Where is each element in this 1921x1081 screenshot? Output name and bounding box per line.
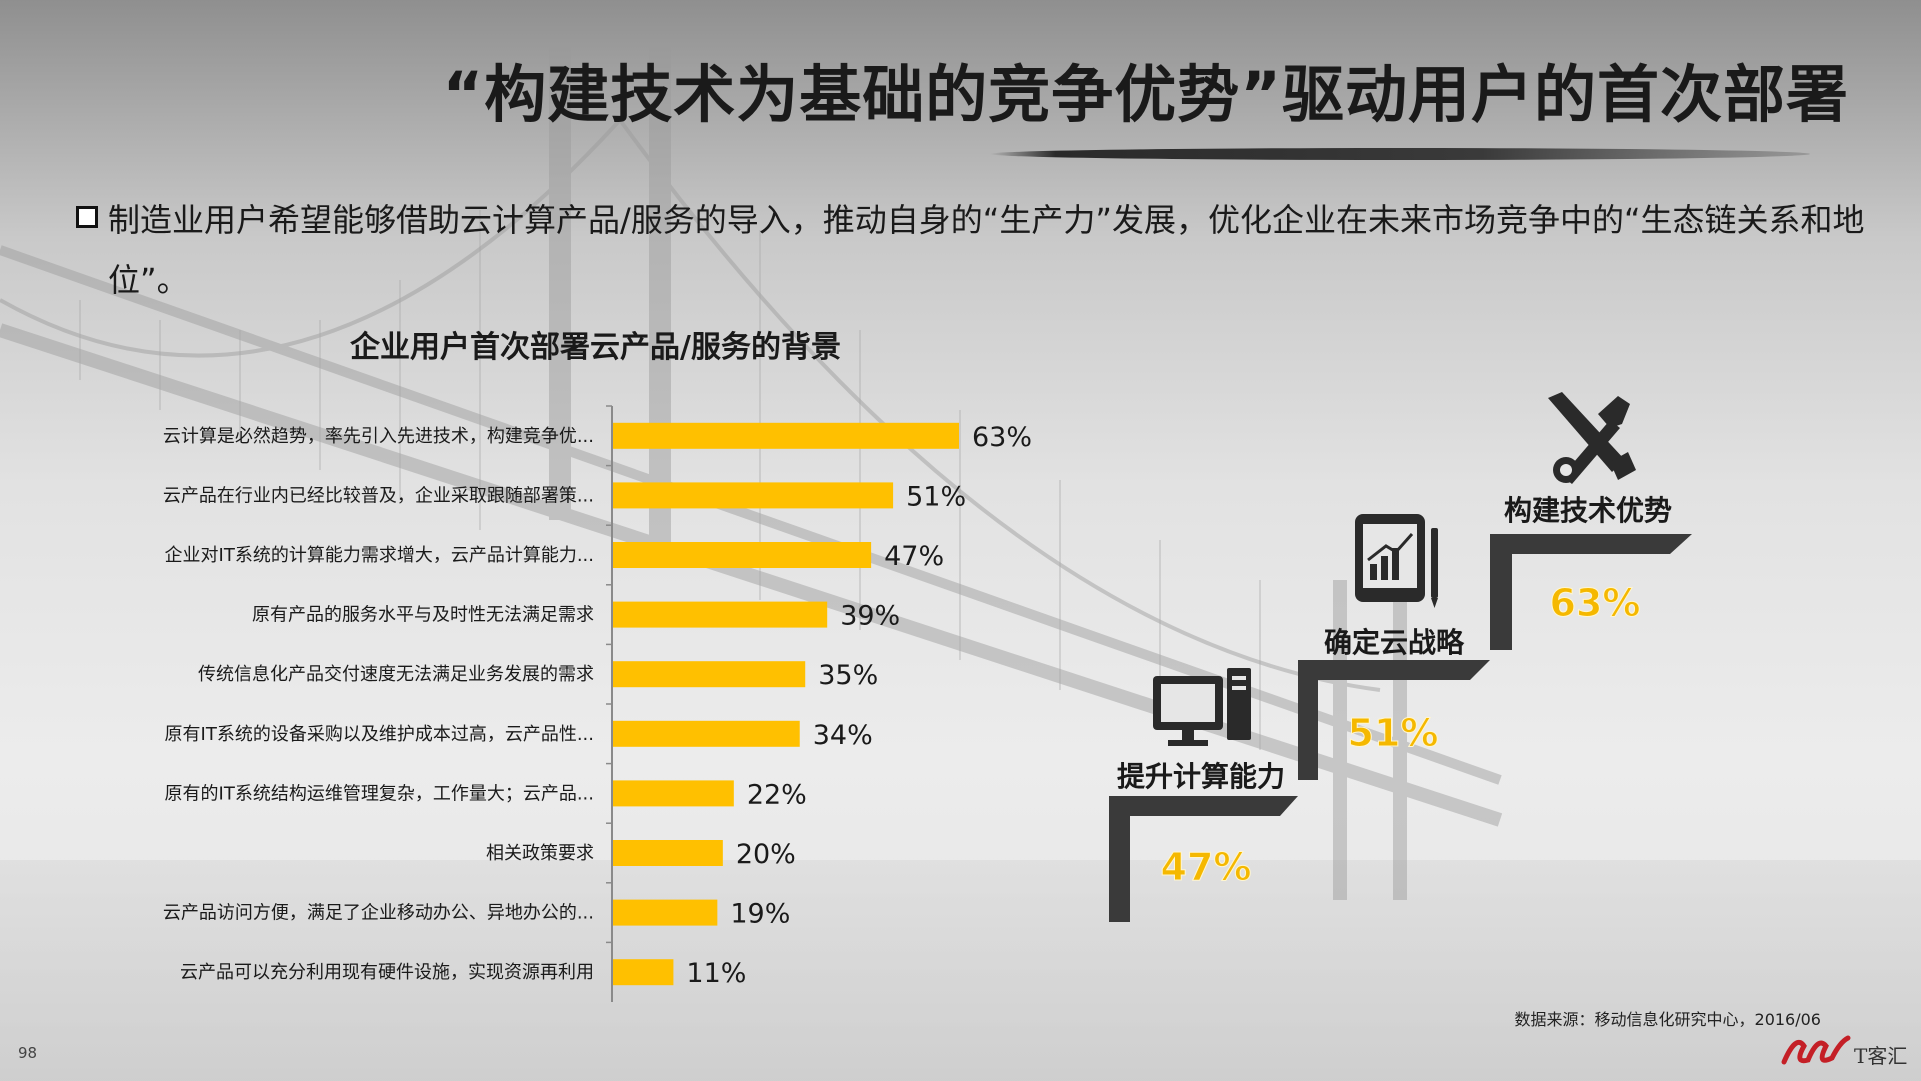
computer-icon	[1153, 668, 1251, 746]
bar	[613, 542, 872, 568]
value-label: 19%	[730, 899, 790, 930]
intro-paragraph: 制造业用户希望能够借助云计算产品/服务的导入，推动自身的“生产力”发展，优化企业…	[108, 201, 1865, 299]
bar	[613, 422, 959, 449]
step-value-tech: 63%	[1550, 581, 1641, 625]
page-title: “构建技术为基础的竞争优势”驱动用户的首次部署	[442, 58, 1849, 131]
category-label: 云计算是必然趋势，率先引入先进技术，构建竞争优...	[163, 426, 594, 447]
brand-logo-text: T客汇	[1854, 1044, 1908, 1068]
page-number: 98	[18, 1044, 38, 1062]
bar	[613, 482, 894, 509]
bar	[613, 661, 806, 688]
bar	[613, 780, 734, 807]
bar	[613, 899, 718, 926]
bar	[613, 959, 674, 986]
category-label: 云产品可以充分利用现有硬件设施，实现资源再利用	[180, 962, 594, 983]
bar	[613, 601, 828, 628]
bullet-square-icon	[76, 206, 98, 228]
staircase-shape	[1109, 534, 1692, 922]
tablet-chart-icon	[1355, 514, 1438, 608]
value-label: 47%	[884, 541, 944, 572]
value-label: 63%	[972, 422, 1032, 453]
value-label: 35%	[818, 660, 878, 691]
data-source-note: 数据来源：移动信息化研究中心，2016/06	[1514, 1010, 1821, 1029]
value-label: 11%	[686, 958, 746, 989]
category-label: 传统信息化产品交付速度无法满足业务发展的需求	[198, 664, 594, 685]
value-label: 22%	[747, 779, 807, 810]
category-label: 原有产品的服务水平与及时性无法满足需求	[252, 605, 594, 626]
category-label: 相关政策要求	[486, 843, 594, 864]
value-label: 51%	[906, 481, 966, 512]
tools-icon	[1548, 392, 1636, 484]
brand-logo-icon	[1781, 1035, 1851, 1065]
category-label: 云产品访问方便，满足了企业移动办公、异地办公的...	[163, 903, 594, 924]
category-label: 企业对IT系统的计算能力需求增大，云产品计算能力...	[165, 545, 594, 566]
chart-title: 企业用户首次部署云产品/服务的背景	[350, 330, 841, 365]
step-label-tech: 构建技术优势	[1504, 494, 1672, 527]
title-underline-brush	[990, 148, 1810, 160]
category-label: 原有IT系统的设备采购以及维护成本过高，云产品性...	[165, 724, 594, 745]
step-value-strategy: 51%	[1348, 711, 1439, 755]
step-label-strategy: 确定云战略	[1324, 626, 1465, 659]
value-label: 20%	[736, 839, 796, 870]
step-label-compute: 提升计算能力	[1117, 760, 1285, 793]
category-label: 原有的IT系统结构运维管理复杂，工作量大；云产品...	[165, 783, 594, 804]
bar	[613, 720, 800, 747]
category-label: 云产品在行业内已经比较普及，企业采取跟随部署策...	[163, 485, 594, 506]
bar	[613, 840, 723, 866]
value-label: 34%	[813, 720, 873, 751]
value-label: 39%	[840, 601, 900, 632]
step-value-compute: 47%	[1161, 845, 1252, 889]
bar-chart: 云计算是必然趋势，率先引入先进技术，构建竞争优... 63% 云产品在行业内已经比较…	[163, 405, 1032, 1002]
